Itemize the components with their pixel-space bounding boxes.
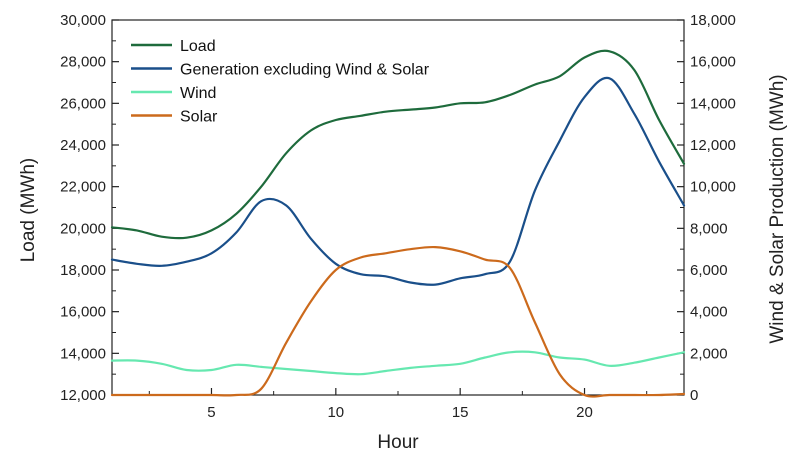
y-right-tick-label: 0 xyxy=(690,387,698,404)
x-tick-label: 15 xyxy=(452,404,469,421)
legend-label-generation-excluding-wind-solar: Generation excluding Wind & Solar xyxy=(180,62,430,79)
y-right-tick-label: 14,000 xyxy=(690,95,736,112)
legend-label-wind: Wind xyxy=(180,85,216,102)
y-left-tick-label: 16,000 xyxy=(60,304,106,321)
y-right-tick-label: 16,000 xyxy=(690,54,736,71)
y-right-tick-label: 12,000 xyxy=(690,137,736,154)
series-layer xyxy=(110,49,686,398)
y-left-tick-label: 26,000 xyxy=(60,95,106,112)
legend-label-solar: Solar xyxy=(180,109,218,126)
x-tick-label: 10 xyxy=(327,404,344,421)
legend: Load Generation excluding Wind & Solar Win… xyxy=(131,38,430,126)
y-left-tick-label: 20,000 xyxy=(60,220,106,237)
series-line-load xyxy=(110,49,686,240)
x-tick-label: 20 xyxy=(576,404,593,421)
y-right-tick-label: 4,000 xyxy=(690,304,728,321)
y-left-tick-label: 14,000 xyxy=(60,345,106,362)
y-right-tick-label: 2,000 xyxy=(690,345,728,362)
y-left-tick-label: 28,000 xyxy=(60,54,106,71)
y-right-tick-label: 8,000 xyxy=(690,220,728,237)
legend-label-load: Load xyxy=(180,38,216,55)
x-axis-ticks: 5 10 15 20 xyxy=(148,388,648,421)
y-left-axis-ticks: 12,000 14,000 16,000 18,000 20,000 22,000 24,0… xyxy=(60,12,119,404)
y-left-tick-label: 12,000 xyxy=(60,387,106,404)
series-line-wind xyxy=(110,350,686,376)
x-tick-label: 5 xyxy=(207,404,215,421)
y-left-axis-title: Load (MWh) xyxy=(18,158,39,263)
y-right-axis-ticks: 0 2,000 4,000 6,000 8,000 10,000 12,000 14,000 1… xyxy=(677,12,736,404)
x-axis-title: Hour xyxy=(377,432,419,453)
y-left-tick-label: 18,000 xyxy=(60,262,106,279)
y-right-tick-label: 6,000 xyxy=(690,262,728,279)
y-right-axis-title: Wind & Solar Production (MWh) xyxy=(767,74,788,343)
y-right-tick-label: 18,000 xyxy=(690,12,736,29)
series-line-solar xyxy=(110,245,686,398)
y-right-tick-label: 10,000 xyxy=(690,179,736,196)
y-left-tick-label: 30,000 xyxy=(60,12,106,29)
series-line-generation-excluding-wind-solar xyxy=(110,76,686,286)
y-left-tick-label: 22,000 xyxy=(60,179,106,196)
y-left-tick-label: 24,000 xyxy=(60,137,106,154)
